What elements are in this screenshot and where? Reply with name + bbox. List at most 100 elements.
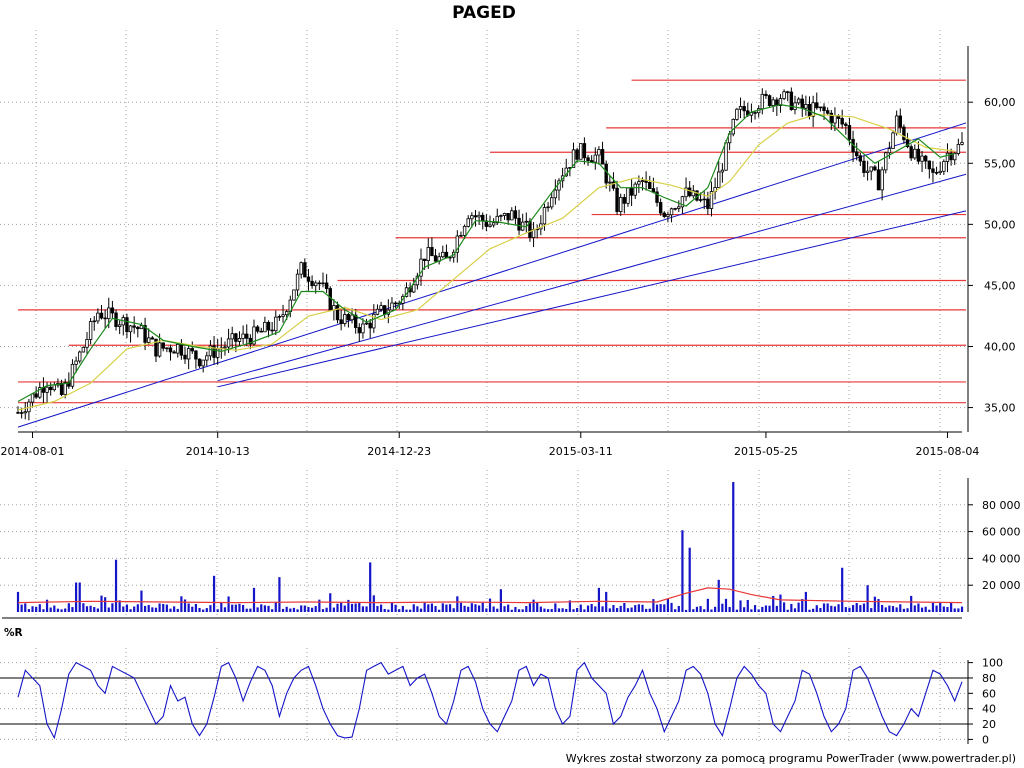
candle-body <box>201 359 205 367</box>
volume-bar <box>772 595 775 612</box>
candle-body <box>186 348 191 360</box>
volume-bar <box>271 609 274 612</box>
candle-body <box>669 208 674 216</box>
candle-body <box>804 104 808 109</box>
candle-body <box>157 342 162 357</box>
volume-bar <box>652 599 655 612</box>
volume-bar <box>162 603 165 612</box>
candle-body <box>905 139 910 148</box>
volume-bar <box>757 609 760 612</box>
candle-body <box>470 215 474 220</box>
candle-body <box>782 91 786 99</box>
candle-body <box>687 187 692 197</box>
volume-bar <box>724 598 728 612</box>
price-y-tick-label: 50,00 <box>984 218 1016 231</box>
price-candles <box>16 87 964 421</box>
candle-body <box>822 106 826 111</box>
candle-body <box>179 343 184 356</box>
candle-body <box>390 302 394 311</box>
volume-bar <box>695 606 699 612</box>
volume-bar <box>902 608 906 612</box>
candle-body <box>212 345 216 358</box>
candle-body <box>59 382 64 395</box>
volume-bar <box>227 596 230 612</box>
volume-bar <box>169 608 172 612</box>
candle-body <box>419 258 423 277</box>
candle-body <box>357 327 361 334</box>
candle-body <box>517 217 521 231</box>
williams-r-y-tick-label: 60 <box>982 687 996 700</box>
volume-bar <box>768 605 771 612</box>
volume-bar <box>383 608 386 612</box>
candle-body <box>88 321 93 340</box>
volume-bar <box>804 591 807 612</box>
volume-bar <box>659 604 662 612</box>
volume-bar <box>488 598 492 612</box>
candle-body <box>949 152 953 161</box>
candle-body <box>833 115 837 124</box>
candle-body <box>343 314 347 324</box>
candle-body <box>909 146 913 159</box>
candle-body <box>742 106 746 112</box>
volume-bar <box>619 605 622 612</box>
candle-body <box>295 273 300 291</box>
volume-bar <box>721 603 724 612</box>
volume-bar <box>815 605 818 612</box>
volume-bar <box>129 609 132 612</box>
candle-body <box>48 386 53 391</box>
candle-body <box>956 144 961 154</box>
volume-bar <box>663 604 666 612</box>
candle-body <box>234 333 238 342</box>
volume-bar <box>242 604 245 612</box>
volume-bar <box>60 609 63 612</box>
candle-body <box>30 393 35 403</box>
volume-bar <box>310 607 314 612</box>
candle-body <box>865 170 870 173</box>
volume-bar <box>234 604 237 612</box>
candle-body <box>99 312 104 319</box>
volume-bar <box>398 609 401 612</box>
volume-bar <box>859 605 862 612</box>
candle-body <box>328 288 332 311</box>
candle-body <box>815 102 819 109</box>
volume-bar <box>361 606 365 612</box>
volume-bar <box>267 605 270 612</box>
volume-bar <box>946 606 949 612</box>
candle-body <box>894 115 899 134</box>
williams-r-y-tick-label: 100 <box>982 657 1003 670</box>
volume-bar <box>71 607 74 612</box>
volume-bar <box>684 609 688 612</box>
candle-body <box>183 354 187 360</box>
volume-bar <box>568 600 571 612</box>
price-grid <box>0 30 968 432</box>
volume-bar <box>877 599 880 612</box>
price-y-tick-label: 40,00 <box>984 340 1016 353</box>
candle-body <box>880 169 884 191</box>
candle-body <box>266 321 271 331</box>
candle-body <box>691 190 696 197</box>
candle-body <box>767 95 772 106</box>
volume-bar <box>89 605 92 612</box>
volume-bar <box>554 603 557 612</box>
volume-bar <box>143 605 147 612</box>
volume-bar <box>960 606 964 612</box>
candle-body <box>502 213 507 216</box>
credit-text: Wykres został stworzony za pomocą progra… <box>566 752 1016 765</box>
volume-y-tick-label: 60 000 <box>982 526 1021 539</box>
candle-body <box>393 302 398 305</box>
candle-body <box>666 214 670 217</box>
candle-body <box>317 282 322 285</box>
candle-body <box>789 91 794 110</box>
volume-y-tick-label: 40 000 <box>982 552 1021 565</box>
candle-body <box>546 206 550 209</box>
volume-bar <box>797 602 800 612</box>
volume-bar <box>350 603 354 612</box>
candle-body <box>339 319 343 324</box>
volume-bar <box>180 596 183 612</box>
candle-body <box>361 323 365 334</box>
volume-bar <box>441 603 444 612</box>
volume-bar <box>423 602 426 612</box>
volume-bar <box>24 603 27 612</box>
volume-bar <box>300 605 303 612</box>
